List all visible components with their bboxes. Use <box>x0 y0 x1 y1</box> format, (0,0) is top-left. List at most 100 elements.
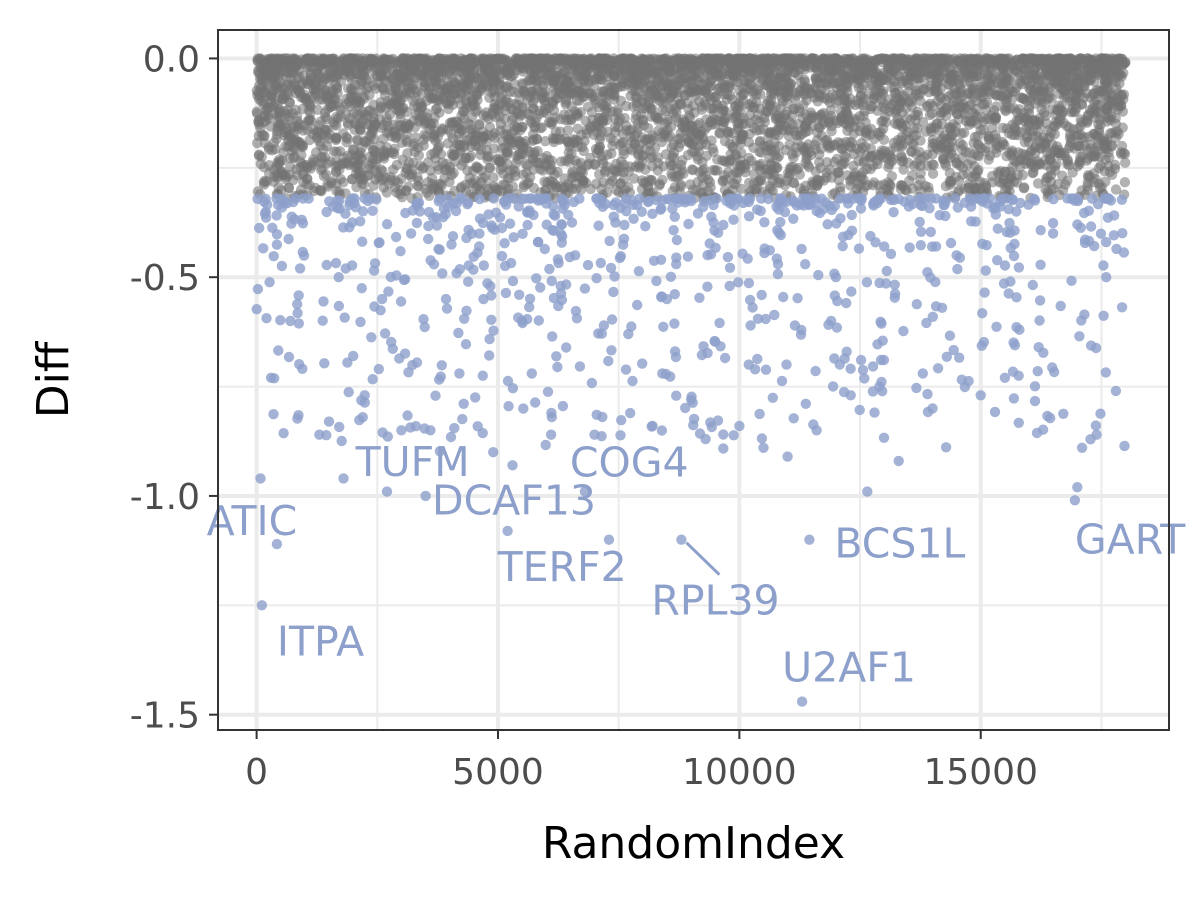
data-point <box>1007 61 1018 72</box>
data-point <box>578 59 589 70</box>
data-point <box>637 150 648 161</box>
data-point <box>621 120 632 131</box>
data-point <box>454 140 465 151</box>
data-point <box>599 100 610 112</box>
data-point <box>1015 161 1026 172</box>
data-point <box>323 181 334 192</box>
data-point <box>1017 170 1028 181</box>
data-point <box>606 148 617 159</box>
data-point <box>335 173 346 185</box>
data-point <box>820 84 831 95</box>
data-point <box>435 84 446 96</box>
data-point <box>1109 159 1121 171</box>
data-point <box>793 126 805 137</box>
data-point <box>399 91 410 103</box>
data-point <box>253 150 265 161</box>
data-point <box>302 116 313 127</box>
data-point <box>718 116 729 127</box>
data-point <box>528 129 539 140</box>
data-point <box>830 81 842 92</box>
data-point <box>1003 127 1014 139</box>
data-point <box>392 58 403 69</box>
data-point <box>656 54 667 65</box>
data-point <box>938 61 949 73</box>
data-point <box>284 97 296 109</box>
data-point <box>612 104 623 115</box>
data-point <box>854 146 866 157</box>
data-point <box>862 179 873 191</box>
data-point <box>471 90 483 101</box>
data-point <box>307 157 318 168</box>
data-point <box>1100 104 1112 115</box>
data-point <box>547 176 558 187</box>
data-point <box>509 78 520 90</box>
data-point <box>562 76 573 87</box>
data-point <box>749 102 760 114</box>
data-point <box>865 163 876 175</box>
data-point <box>330 132 341 144</box>
data-point <box>896 131 907 142</box>
data-point <box>254 116 265 127</box>
data-point <box>588 129 600 140</box>
data-point <box>564 153 575 164</box>
data-point <box>773 110 784 121</box>
data-point <box>681 121 692 132</box>
data-point <box>1069 143 1080 154</box>
data-point <box>990 143 1002 154</box>
data-point <box>432 160 443 172</box>
data-point <box>808 178 820 189</box>
data-point <box>504 172 515 184</box>
data-point <box>1042 186 1053 197</box>
data-point <box>529 149 540 160</box>
data-point <box>773 141 785 152</box>
data-point <box>409 122 421 133</box>
data-point <box>496 98 508 109</box>
data-point <box>499 66 510 77</box>
data-point <box>958 127 970 138</box>
data-point <box>848 160 859 171</box>
data-point <box>272 157 283 168</box>
data-point <box>408 95 419 107</box>
data-point <box>505 103 517 114</box>
data-point <box>609 121 621 133</box>
data-point <box>973 140 984 151</box>
data-point <box>488 143 500 154</box>
data-point <box>629 130 640 142</box>
data-point <box>1044 131 1056 143</box>
data-point <box>926 126 937 137</box>
data-point <box>1074 84 1085 96</box>
data-point <box>853 74 864 86</box>
data-point <box>809 139 820 151</box>
data-point <box>429 181 440 192</box>
data-point <box>643 97 654 108</box>
data-point <box>1075 129 1087 140</box>
data-point <box>259 138 271 149</box>
data-point <box>490 111 501 123</box>
data-point <box>832 167 843 179</box>
data-point <box>811 77 823 88</box>
data-point <box>583 88 594 99</box>
data-point <box>481 59 492 70</box>
data-point <box>951 109 963 120</box>
data-point <box>255 158 266 170</box>
data-point <box>1106 169 1118 180</box>
data-point <box>727 185 738 196</box>
data-point <box>858 157 869 168</box>
data-point <box>932 96 943 107</box>
data-point <box>750 114 761 126</box>
data-point <box>760 54 771 65</box>
data-point <box>755 136 766 148</box>
data-point <box>625 90 636 102</box>
data-point <box>303 105 315 116</box>
data-point <box>803 162 815 173</box>
data-point <box>322 103 334 114</box>
data-point <box>1116 148 1127 160</box>
data-point <box>437 123 448 134</box>
data-point <box>821 167 832 178</box>
data-point <box>656 136 667 148</box>
data-point <box>272 120 284 131</box>
data-point <box>576 76 588 87</box>
data-point <box>866 100 877 112</box>
background-points <box>251 53 1131 204</box>
data-point <box>1006 145 1018 156</box>
